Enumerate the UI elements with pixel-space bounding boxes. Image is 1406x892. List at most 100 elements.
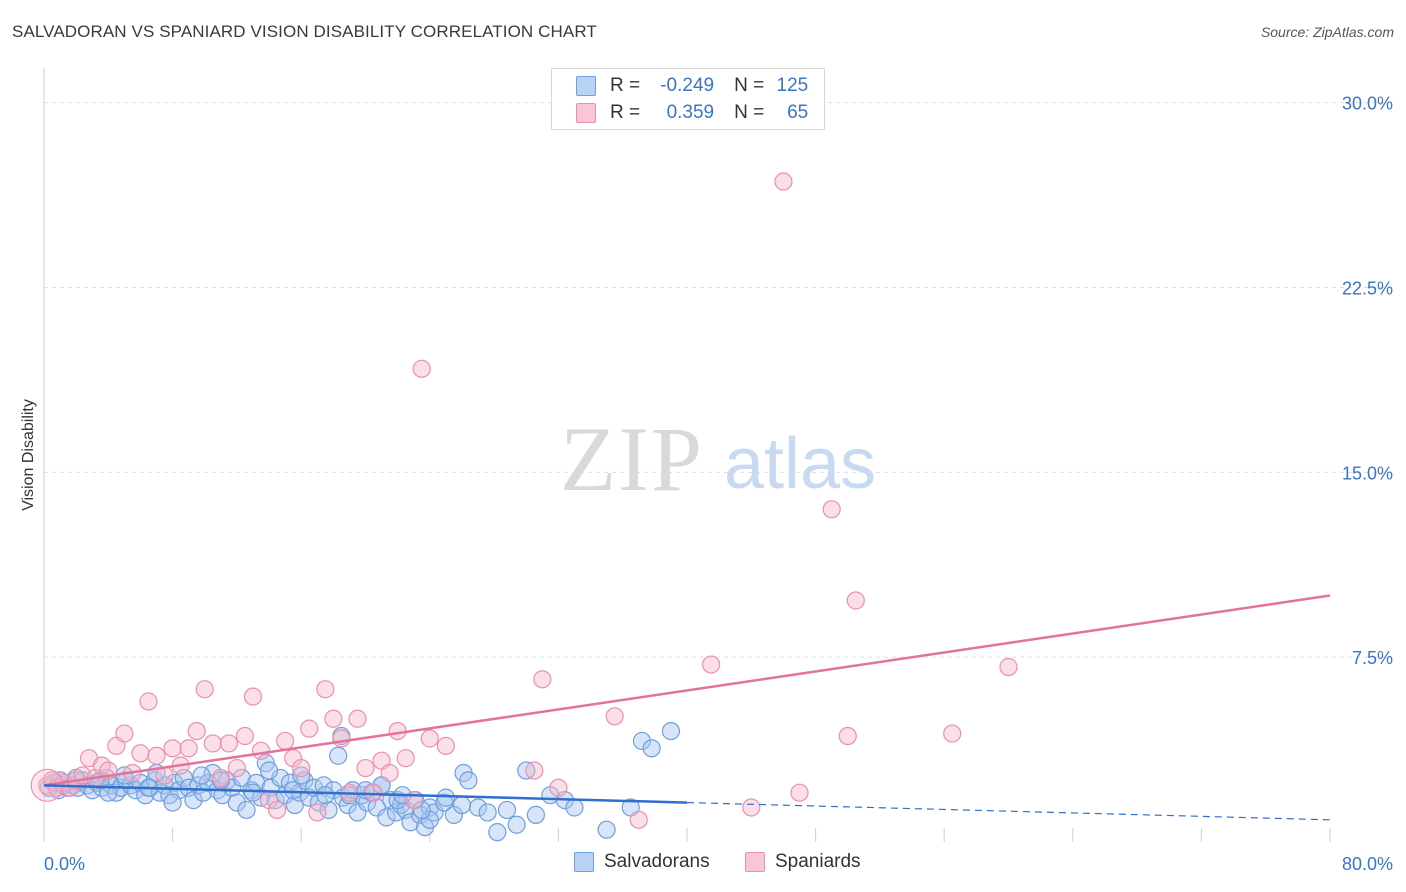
salvadoran-point [436, 788, 455, 807]
salvadoran-point [632, 731, 652, 751]
bottom-legend-label: Salvadorans [604, 851, 710, 872]
spaniard-point [943, 724, 962, 743]
salvadoran-point [377, 808, 396, 827]
n-value: 125 [776, 75, 809, 96]
spaniard-point [60, 778, 79, 797]
gridlines [44, 102, 1392, 658]
y-tick-label: 7.5% [1352, 648, 1393, 668]
spaniard-point [292, 758, 311, 778]
spaniards-trend-line [43, 594, 1331, 787]
salvadoran-point [526, 805, 545, 824]
spaniard-point [436, 736, 455, 755]
legend-swatch-pink [576, 103, 596, 123]
n-label: N = [734, 102, 765, 123]
salvadoran-point [367, 798, 386, 817]
salvadorans-trend-extension [686, 801, 1331, 821]
spaniard-point [195, 680, 214, 699]
n-value: 65 [787, 102, 809, 123]
spaniard-point [276, 731, 295, 751]
legend-row-spaniards: R = 0.359 N = 65 [576, 100, 808, 126]
y-tick-label: 15.0% [1342, 463, 1393, 483]
salvadoran-point [348, 803, 367, 822]
salvadoran-point [565, 798, 584, 817]
spaniard-point [702, 655, 721, 674]
salvadoran-point [507, 815, 526, 834]
spaniard-point [348, 709, 367, 728]
salvadoran-point [452, 795, 472, 815]
salvadoran-point [271, 768, 290, 788]
spaniard-point [790, 783, 809, 802]
spaniard-point [267, 800, 287, 820]
trend-lines [43, 594, 1331, 821]
spaniard-point [332, 729, 351, 748]
r-value: 0.359 [666, 102, 715, 123]
legend-swatch-blue [576, 76, 596, 96]
salvadoran-point [316, 786, 335, 805]
salvadoran-point [329, 746, 348, 765]
salvadoran-point [459, 771, 478, 790]
spaniard-point [999, 657, 1018, 677]
salvadoran-point [488, 823, 507, 842]
salvadorans-points [39, 721, 681, 842]
spaniard-point [420, 729, 439, 748]
salvadorans-trend-line [43, 784, 688, 804]
spaniard-point [179, 739, 198, 758]
spaniard-point [549, 778, 568, 797]
y-tick-label: 22.5% [1342, 278, 1393, 298]
spaniard-point [412, 359, 431, 378]
salvadoran-point [661, 721, 681, 741]
n-label: N = [734, 75, 765, 96]
salvadoran-point [237, 800, 256, 820]
bottom-swatch-blue [574, 852, 594, 872]
salvadoran-point [259, 761, 279, 780]
tick-labels: 7.5% 15.0% 22.5% 30.0% 0.0% 80.0% [44, 94, 1393, 874]
spaniard-point [316, 680, 335, 699]
spaniard-point [251, 741, 271, 760]
spaniard-point [533, 670, 552, 689]
salvadoran-point [597, 820, 616, 839]
spaniard-point [838, 726, 857, 746]
spaniard-point [308, 803, 327, 822]
spaniard-point [131, 744, 150, 763]
salvadoran-point [227, 793, 246, 812]
spaniard-point [846, 591, 865, 610]
spaniard-point [219, 734, 238, 753]
x-tick-label-max: 80.0% [1342, 854, 1393, 874]
spaniards-points [30, 172, 1018, 829]
salvadoran-point [284, 781, 303, 800]
spaniard-point [324, 709, 343, 728]
spaniard-point [115, 724, 134, 743]
salvadoran-point [243, 783, 263, 802]
bottom-legend-label: Spaniards [775, 851, 861, 872]
salvadoran-point [497, 800, 517, 820]
y-tick-label: 30.0% [1342, 94, 1393, 114]
spaniard-point [163, 739, 182, 758]
r-label: R = [610, 75, 641, 96]
watermark-zip: ZIP [560, 408, 704, 510]
salvadoran-point [232, 768, 251, 788]
spaniard-point [187, 721, 206, 741]
spaniard-point [227, 758, 246, 778]
salvadoran-point [292, 766, 311, 785]
salvadoran-point [319, 800, 338, 820]
spaniard-point [356, 758, 375, 778]
spaniard-point [380, 763, 399, 783]
spaniard-point [364, 783, 383, 802]
x-tick-label-min: 0.0% [44, 854, 85, 874]
spaniard-point [147, 746, 166, 765]
spaniard-point [396, 749, 415, 768]
bottom-legend-spaniards: Spaniards [745, 851, 861, 873]
spaniard-point [139, 692, 158, 711]
spaniard-point [300, 719, 319, 738]
spaniard-point [629, 810, 648, 829]
correlation-legend: R = -0.249 N = 125 R = 0.359 N = 65 [551, 68, 825, 130]
spaniard-point [235, 726, 255, 746]
salvadoran-point [192, 766, 211, 785]
legend-row-salvadorans: R = -0.249 N = 125 [576, 73, 808, 99]
watermark-atlas: atlas [724, 424, 876, 504]
axes [43, 68, 1331, 842]
r-label: R = [610, 102, 641, 123]
spaniard-point [211, 768, 230, 788]
spaniard-point [774, 172, 793, 191]
